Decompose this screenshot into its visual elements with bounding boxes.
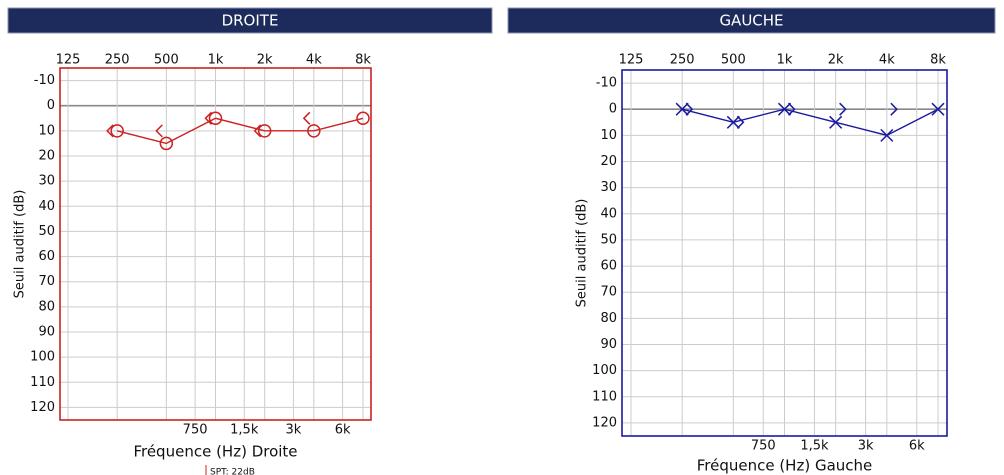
y-tick-label: 70 bbox=[38, 274, 55, 289]
y-tick-label: 10 bbox=[600, 128, 617, 143]
air-marker bbox=[159, 136, 174, 151]
air-marker bbox=[829, 115, 843, 129]
x-tick-label: 8k bbox=[930, 53, 946, 68]
y-tick-label: 50 bbox=[600, 232, 617, 247]
x-tick-label: 6k bbox=[335, 423, 351, 438]
y-tick-label: 10 bbox=[38, 123, 55, 138]
x-tick-label: 750 bbox=[183, 423, 208, 438]
x-tick-label: 3k bbox=[858, 439, 874, 454]
x-tick-label: 250 bbox=[105, 53, 130, 68]
x-tick-label: 3k bbox=[286, 423, 302, 438]
x-tick-label: 4k bbox=[879, 53, 895, 68]
y-tick-label: 40 bbox=[600, 206, 617, 221]
air-marker bbox=[726, 115, 740, 129]
x-tick-label: 2k bbox=[257, 53, 273, 68]
y-tick-label: 50 bbox=[38, 224, 55, 239]
y-tick-label: 70 bbox=[600, 285, 617, 300]
bone-marker bbox=[302, 111, 311, 125]
y-tick-label: 0 bbox=[47, 98, 55, 113]
x-tick-label: 500 bbox=[154, 53, 179, 68]
x-tick-label: 250 bbox=[670, 53, 695, 68]
air-marker bbox=[931, 102, 945, 116]
bone-marker bbox=[787, 102, 796, 116]
header-title: GAUCHE bbox=[719, 12, 783, 30]
header-bar bbox=[7, 7, 493, 34]
plot-frame bbox=[59, 67, 372, 421]
bone-marker bbox=[106, 124, 114, 138]
air-marker bbox=[307, 124, 321, 138]
y-tick-label: 80 bbox=[38, 299, 55, 314]
x-tick-label: 500 bbox=[721, 53, 746, 68]
y-tick-label: 0 bbox=[609, 102, 617, 117]
y-tick-label: 30 bbox=[38, 174, 55, 189]
y-tick-label: 100 bbox=[592, 363, 617, 378]
y-tick-label: 40 bbox=[38, 199, 55, 214]
y-tick-label: 120 bbox=[30, 400, 55, 415]
bone-marker bbox=[204, 111, 213, 125]
y-axis-label: Seuil auditif (dB) bbox=[13, 190, 28, 299]
air-line bbox=[116, 117, 364, 145]
y-tick-label: 20 bbox=[600, 154, 617, 169]
x-tick-label: 1k bbox=[208, 53, 224, 68]
y-tick-label: 80 bbox=[600, 311, 617, 326]
air-marker bbox=[208, 111, 223, 126]
bone-marker bbox=[155, 124, 163, 138]
y-tick-label: 30 bbox=[600, 180, 617, 195]
x-tick-label: 2k bbox=[828, 53, 844, 68]
y-tick-label: 60 bbox=[38, 249, 55, 264]
plot-frame bbox=[621, 69, 948, 437]
air-line bbox=[681, 108, 939, 137]
air-marker bbox=[110, 124, 124, 138]
y-tick-label: 90 bbox=[600, 337, 617, 352]
x-tick-label: 125 bbox=[56, 53, 81, 68]
header-title: DROITE bbox=[222, 12, 279, 30]
bone-marker bbox=[253, 124, 262, 138]
x-axis-label: Fréquence (Hz) Droite bbox=[133, 443, 297, 461]
x-tick-label: 125 bbox=[619, 53, 644, 68]
x-tick-label: 750 bbox=[751, 439, 776, 454]
y-tick-label: 90 bbox=[38, 325, 55, 340]
x-tick-label: 8k bbox=[355, 53, 371, 68]
y-tick-label: -10 bbox=[34, 73, 55, 88]
y-tick-label: 100 bbox=[30, 350, 55, 365]
header-bar bbox=[507, 7, 996, 34]
bone-marker bbox=[839, 102, 847, 116]
air-marker bbox=[257, 124, 272, 138]
air-marker bbox=[777, 102, 792, 116]
y-tick-label: 110 bbox=[30, 375, 55, 390]
x-axis-label: Fréquence (Hz) Gauche bbox=[697, 457, 873, 475]
y-tick-label: -10 bbox=[596, 76, 617, 91]
y-tick-label: 60 bbox=[600, 259, 617, 274]
bone-marker bbox=[890, 102, 898, 116]
y-axis-label: Seuil auditif (dB) bbox=[575, 199, 590, 308]
air-marker bbox=[356, 111, 370, 126]
x-tick-label: 4k bbox=[306, 53, 322, 68]
x-tick-label: 6k bbox=[909, 439, 925, 454]
air-marker bbox=[880, 128, 894, 142]
y-tick-label: 20 bbox=[38, 149, 55, 164]
bone-marker bbox=[736, 115, 745, 129]
air-marker bbox=[675, 102, 689, 116]
y-tick-label: 110 bbox=[592, 389, 617, 404]
x-tick-label: 1k bbox=[777, 53, 793, 68]
x-tick-label: 1,5k bbox=[800, 439, 829, 454]
y-tick-label: 120 bbox=[592, 415, 617, 430]
x-tick-label: 1,5k bbox=[230, 423, 259, 438]
annotation: SPT: 22dB bbox=[210, 468, 255, 475]
bone-marker bbox=[685, 102, 694, 116]
